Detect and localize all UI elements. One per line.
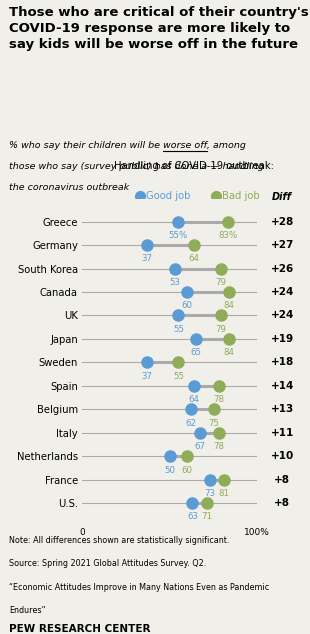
Text: 60: 60: [182, 301, 193, 311]
Text: 78: 78: [213, 395, 224, 404]
Text: +18: +18: [271, 358, 294, 367]
Text: +28: +28: [271, 217, 294, 226]
Text: 71: 71: [201, 512, 212, 522]
Text: +8: +8: [274, 475, 290, 484]
Text: 63: 63: [187, 512, 198, 522]
Text: +10: +10: [271, 451, 294, 461]
Text: “Economic Attitudes Improve in Many Nations Even as Pandemic: “Economic Attitudes Improve in Many Nati…: [9, 583, 270, 592]
Text: +13: +13: [271, 404, 294, 414]
Text: +24: +24: [271, 311, 294, 320]
Text: 64: 64: [189, 395, 200, 404]
Text: +11: +11: [271, 428, 294, 437]
Text: % who say their children will be worse off, among: % who say their children will be worse o…: [9, 141, 246, 150]
Text: +26: +26: [271, 264, 294, 273]
Text: +8: +8: [274, 498, 290, 508]
Text: Source: Spring 2021 Global Attitudes Survey. Q2.: Source: Spring 2021 Global Attitudes Sur…: [9, 559, 206, 568]
Text: Handling of COVID-19 outbreak:: Handling of COVID-19 outbreak:: [114, 161, 274, 171]
Text: 73: 73: [205, 489, 215, 498]
Text: 79: 79: [215, 278, 226, 287]
Text: Bad job: Bad job: [222, 191, 259, 201]
Text: 60: 60: [182, 465, 193, 475]
Text: Diff: Diff: [272, 192, 292, 202]
Text: 81: 81: [219, 489, 229, 498]
Text: those who say (survey public) has done a — handling: those who say (survey public) has done a…: [9, 162, 264, 171]
Text: 55%: 55%: [169, 231, 188, 240]
Text: Those who are critical of their country's
COVID-19 response are more likely to
s: Those who are critical of their country'…: [9, 6, 309, 51]
Text: Note: All differences shown are statistically significant.: Note: All differences shown are statisti…: [9, 536, 230, 545]
Text: +14: +14: [271, 381, 294, 391]
Text: +24: +24: [271, 287, 294, 297]
Text: % who say their children will be worse off: % who say their children will be worse o…: [9, 141, 207, 150]
Text: 79: 79: [215, 325, 226, 334]
Text: 78: 78: [213, 442, 224, 451]
Text: 55: 55: [173, 372, 184, 381]
Text: +27: +27: [271, 240, 294, 250]
Text: 55: 55: [173, 325, 184, 334]
Text: 64: 64: [189, 254, 200, 264]
Text: PEW RESEARCH CENTER: PEW RESEARCH CENTER: [9, 624, 151, 634]
Text: 84: 84: [224, 301, 235, 311]
Text: Endures”: Endures”: [9, 607, 46, 616]
Text: % who say their children will be: % who say their children will be: [9, 141, 163, 150]
Text: 83%: 83%: [218, 231, 237, 240]
Text: 84: 84: [224, 348, 235, 358]
Text: 62: 62: [185, 418, 196, 428]
Text: +19: +19: [271, 334, 294, 344]
Text: Good job: Good job: [146, 191, 190, 201]
Text: 67: 67: [194, 442, 205, 451]
Text: 37: 37: [141, 372, 153, 381]
Text: 65: 65: [191, 348, 202, 358]
Text: 50: 50: [164, 465, 175, 475]
Text: 37: 37: [141, 254, 153, 264]
Text: 75: 75: [208, 418, 219, 428]
Text: 53: 53: [170, 278, 180, 287]
Text: the coronavirus outbreak: the coronavirus outbreak: [9, 183, 130, 192]
